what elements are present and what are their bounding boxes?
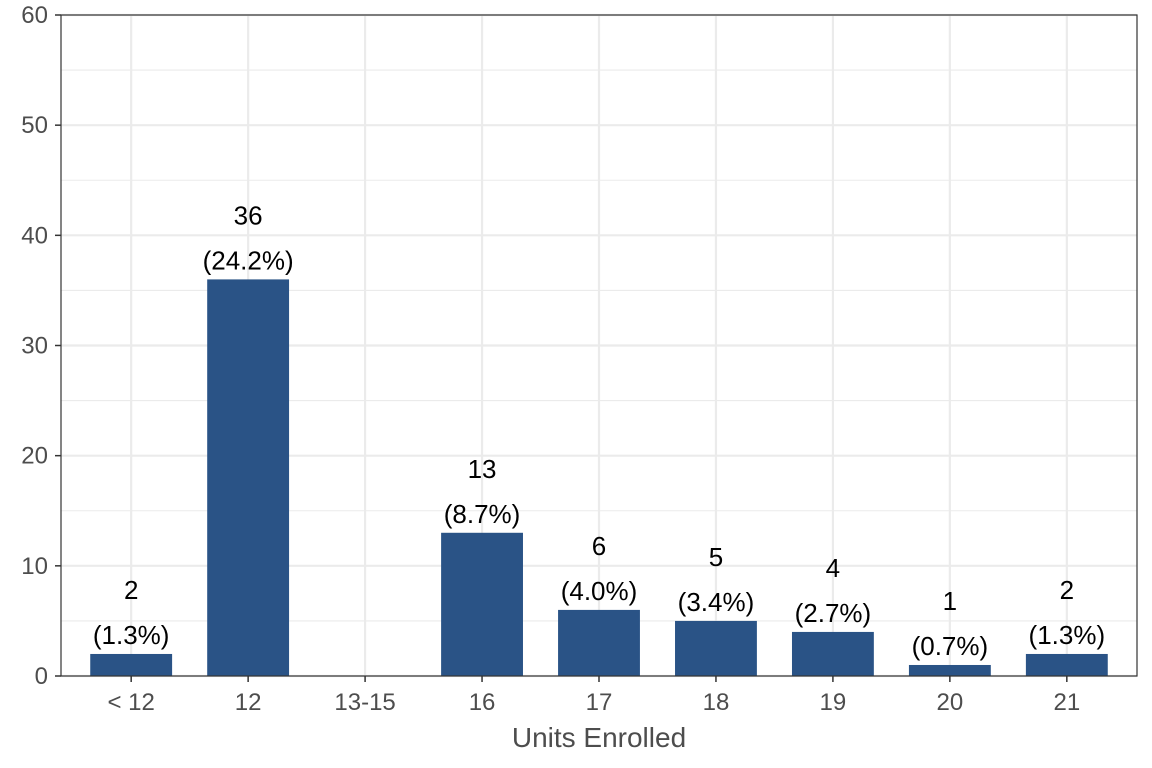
bar-percent-label: (4.0%)	[561, 576, 638, 606]
y-tick-label: 0	[35, 663, 48, 690]
bar-count-label: 36	[234, 200, 263, 230]
bars	[90, 279, 1108, 676]
y-tick-label: 50	[21, 112, 48, 139]
bar-count-label: 1	[943, 586, 957, 616]
x-tick-label: 12	[235, 689, 262, 716]
bar-percent-label: (24.2%)	[203, 245, 294, 275]
bar	[441, 532, 523, 676]
bar	[791, 631, 874, 676]
bar-percent-label: (2.7%)	[795, 598, 872, 628]
x-tick-label: 18	[703, 689, 730, 716]
bar-count-label: 4	[826, 553, 840, 583]
bar-percent-label: (3.4%)	[678, 587, 755, 617]
y-tick-label: 10	[21, 553, 48, 580]
bar-count-label: 5	[709, 542, 723, 572]
bar	[207, 279, 290, 676]
x-tick-label: 20	[937, 689, 964, 716]
x-tick-label: 19	[820, 689, 847, 716]
bar-count-label: 6	[592, 531, 606, 561]
bar-count-label: 2	[1060, 575, 1074, 605]
bar	[1025, 653, 1108, 676]
bar-percent-label: (1.3%)	[1029, 620, 1106, 650]
bar	[675, 620, 757, 676]
y-tick-label: 30	[21, 333, 48, 360]
x-tick-label: 16	[469, 689, 496, 716]
bar-percent-label: (0.7%)	[912, 631, 989, 661]
x-tick-label: 21	[1053, 689, 1080, 716]
x-tick-label: 17	[586, 689, 613, 716]
bar	[558, 609, 640, 676]
y-tick-label: 40	[21, 222, 48, 249]
x-axis: < 12 12 13-15 16 17 18 19 20 21	[107, 676, 1080, 716]
bar-percent-label: (8.7%)	[444, 499, 521, 529]
y-axis: 0 10 20 30 40 50 60	[21, 2, 61, 690]
x-tick-label: < 12	[107, 689, 154, 716]
data-labels: (1.3%) 2 (24.2%) 36 (8.7%) 13 (4.0%) 6 (3.4%) 5 (2…	[93, 200, 1105, 661]
bar	[90, 653, 173, 676]
bar-percent-label: (1.3%)	[93, 620, 170, 650]
y-tick-label: 60	[21, 2, 48, 29]
x-axis-title: Units Enrolled	[512, 722, 686, 753]
x-tick-label: 13-15	[334, 689, 395, 716]
bar	[908, 664, 991, 676]
y-tick-label: 20	[21, 443, 48, 470]
bar-count-label: 13	[468, 454, 497, 484]
bar-count-label: 2	[124, 575, 138, 605]
